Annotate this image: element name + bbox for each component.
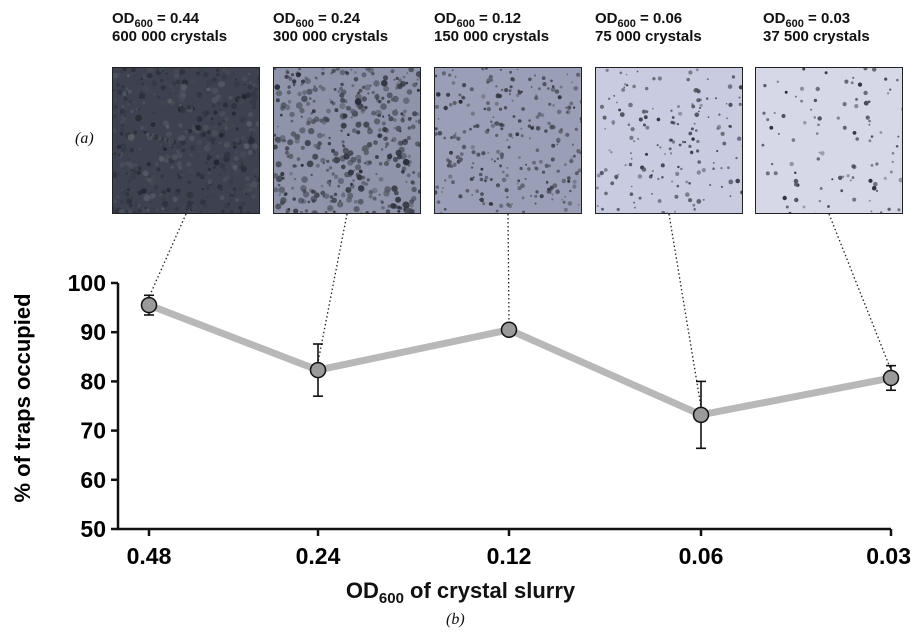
od-caption: OD600 = 0.44 xyxy=(112,10,200,30)
data-point xyxy=(140,296,158,314)
connector-line xyxy=(668,213,702,407)
connector-line xyxy=(507,213,510,322)
x-tick-label: 0.03 xyxy=(866,543,911,569)
x-tick-label: 0.06 xyxy=(679,543,724,569)
data-point xyxy=(309,361,327,379)
panel-caption: OD600 = 0.12 150 000 crystals xyxy=(434,10,549,46)
y-tick-label: 80 xyxy=(80,368,106,394)
crystal-count-caption: 75 000 crystals xyxy=(595,28,702,45)
crystal-micrograph xyxy=(434,67,582,214)
data-point xyxy=(882,369,900,387)
crystal-micrograph xyxy=(755,67,903,214)
crystal-count-caption: 150 000 crystals xyxy=(434,28,550,45)
data-point xyxy=(500,321,518,338)
panel-b-label: (b) xyxy=(446,611,465,628)
connector-line xyxy=(317,213,348,363)
od-caption: OD600 = 0.03 xyxy=(763,10,851,30)
crystal-micrograph xyxy=(112,67,260,214)
connector-line xyxy=(148,213,187,298)
series-line xyxy=(145,301,895,419)
od-caption: OD600 = 0.06 xyxy=(595,10,683,30)
y-axis-title: % of traps occupied xyxy=(10,293,35,502)
panel-a-label: (a) xyxy=(75,130,94,147)
crystal-micrograph xyxy=(595,67,743,214)
x-tick-label: 0.12 xyxy=(487,543,532,569)
crystal-micrograph xyxy=(273,67,421,214)
panel-caption: OD600 = 0.24 300 000 crystals xyxy=(273,10,388,46)
y-tick-label: 50 xyxy=(80,516,106,542)
y-tick-label: 60 xyxy=(80,467,106,493)
connector-line xyxy=(828,213,892,371)
x-axis-title: OD600 of crystal slurry xyxy=(345,578,576,607)
data-point xyxy=(692,406,710,424)
x-tick-label: 0.24 xyxy=(296,543,341,569)
od-caption: OD600 = 0.12 xyxy=(434,10,522,30)
od-caption: OD600 = 0.24 xyxy=(273,10,361,30)
crystal-count-caption: 600 000 crystals xyxy=(112,28,228,45)
y-tick-label: 70 xyxy=(80,418,106,444)
y-tick-label: 100 xyxy=(68,270,106,296)
crystal-count-caption: 300 000 crystals xyxy=(273,28,389,45)
crystal-count-caption: 37 500 crystals xyxy=(763,28,870,45)
panel-caption: OD600 = 0.44 600 000 crystals xyxy=(112,10,227,46)
panel-caption: OD600 = 0.03 37 500 crystals xyxy=(763,10,870,46)
panel-caption: OD600 = 0.06 75 000 crystals xyxy=(595,10,702,46)
y-tick-label: 90 xyxy=(80,319,106,345)
x-tick-label: 0.48 xyxy=(127,543,172,569)
